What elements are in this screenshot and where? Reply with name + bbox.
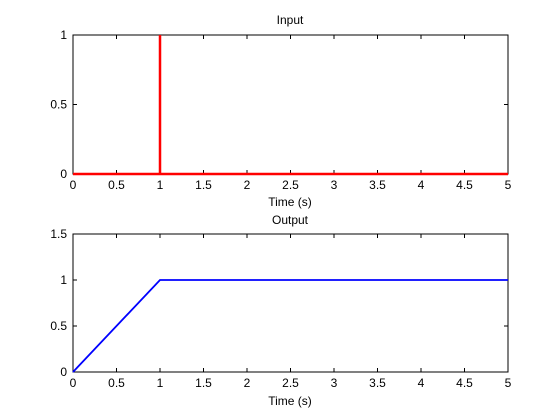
- input-axes-box: [72, 34, 509, 175]
- input-y-tick-label: 1: [60, 28, 67, 42]
- input-x-tick-label: 3: [331, 178, 338, 192]
- output-x-tick-label: 2: [244, 376, 251, 390]
- input-y-tick-label: 0: [60, 167, 67, 181]
- output-x-tick-label: 0: [70, 376, 77, 390]
- input-x-tick-label: 3.5: [369, 178, 386, 192]
- input-lines: [73, 35, 508, 176]
- output-x-tick-label: 5: [505, 376, 512, 390]
- output-x-tick-label: 1.5: [195, 376, 212, 390]
- input-x-tick-label: 2: [244, 178, 251, 192]
- input-plot-title: Input: [277, 13, 304, 27]
- output-x-tick-label: 4: [418, 376, 425, 390]
- output-subplot: Output 0 0.5 1 1.5 2 2.5 3 3.5 4 4.5 5 0 0.5 1 1.5 Tim…: [50, 213, 511, 408]
- output-x-tick-label: 3: [331, 376, 338, 390]
- output-x-axis-label: Time (s): [268, 394, 312, 408]
- output-plot-title: Output: [272, 213, 309, 227]
- input-x-tick-label: 2.5: [282, 178, 299, 192]
- output-x-tick-label: 2.5: [282, 376, 299, 390]
- output-y-tick-label: 1.5: [50, 227, 67, 241]
- input-subplot: Input 0 0.5 1 1.5 2 2.5 3 3.5 4 4.5 5 0 0.5 1 Time (s…: [50, 13, 511, 209]
- output-lines: [72, 279, 508, 373]
- output-series-line: [72, 279, 508, 373]
- output-axes-box: [72, 233, 509, 373]
- input-x-tick-label: 1.5: [195, 178, 212, 192]
- output-x-tick-label: 0.5: [108, 376, 125, 390]
- input-x-tick-label: 0: [70, 178, 77, 192]
- input-x-tick-label: 1: [157, 178, 164, 192]
- output-y-tick-label: 1: [60, 273, 67, 287]
- output-x-tick-label: 3.5: [369, 376, 386, 390]
- output-ticks: 0 0.5 1 1.5 2 2.5 3 3.5 4 4.5 5 0 0.5 1 1.5: [50, 227, 511, 390]
- input-x-tick-label: 5: [505, 178, 512, 192]
- output-y-tick-label: 0.5: [50, 319, 67, 333]
- input-x-tick-label: 0.5: [108, 178, 125, 192]
- input-x-tick-label: 4.5: [456, 178, 473, 192]
- input-x-tick-label: 4: [418, 178, 425, 192]
- input-series-line: [73, 35, 508, 176]
- output-y-tick-label: 0: [60, 365, 67, 379]
- output-x-tick-label: 1: [157, 376, 164, 390]
- input-ticks: 0 0.5 1 1.5 2 2.5 3 3.5 4 4.5 5 0 0.5 1: [50, 28, 511, 192]
- output-x-tick-label: 4.5: [456, 376, 473, 390]
- input-x-axis-label: Time (s): [268, 195, 312, 209]
- input-y-tick-label: 0.5: [50, 98, 67, 112]
